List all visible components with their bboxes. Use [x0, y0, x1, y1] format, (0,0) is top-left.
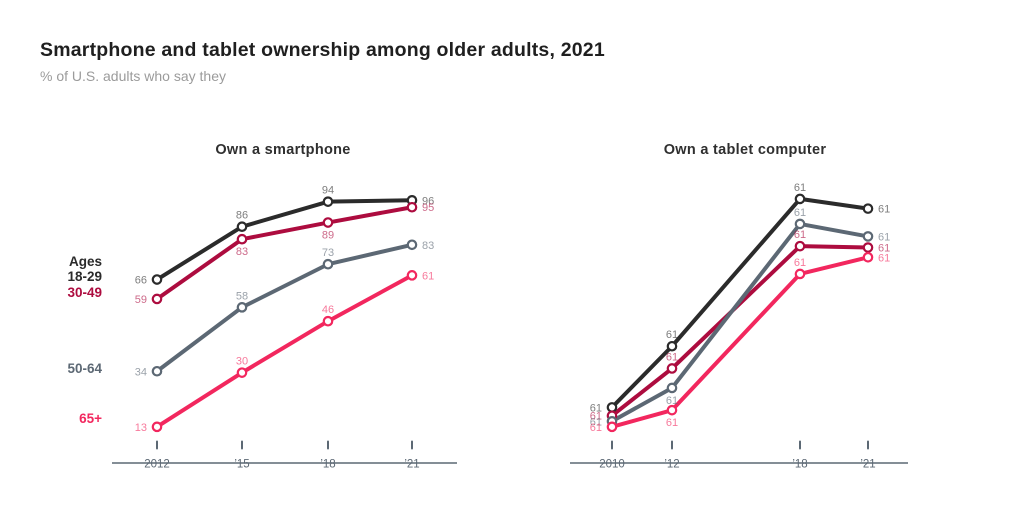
- data-point: [406, 201, 418, 213]
- chart-title-smartphone: Own a smartphone: [215, 142, 351, 158]
- data-point-label: 34: [135, 366, 147, 378]
- x-axis-label: 2010: [599, 459, 625, 471]
- data-point: [794, 268, 806, 280]
- data-point-label: 61: [666, 395, 678, 407]
- data-point: [236, 233, 248, 245]
- data-point-label: 61: [794, 229, 806, 241]
- age-legend: Ages 18-29 30-49 50-64 65+: [40, 0, 102, 512]
- data-point: [406, 239, 418, 251]
- data-point-label: 61: [666, 417, 678, 429]
- data-point-label: 61: [590, 411, 602, 423]
- data-point-label: 61: [666, 329, 678, 341]
- data-point-label: 61: [590, 402, 602, 414]
- data-point-label: 61: [794, 257, 806, 269]
- data-point: [862, 231, 874, 242]
- data-point-label: 59: [135, 294, 147, 306]
- page-title: Smartphone and tablet ownership among ol…: [40, 39, 605, 61]
- line-series: [610, 196, 870, 410]
- legend-label-50-64: 50-64: [67, 361, 102, 376]
- data-point: [322, 258, 334, 270]
- data-point: [151, 293, 163, 305]
- data-point-label: 61: [590, 422, 602, 434]
- legend-label-65-plus: 65+: [79, 411, 102, 426]
- x-axis-label: 2012: [144, 459, 170, 471]
- data-point: [862, 251, 874, 263]
- data-point-label: 61: [794, 182, 806, 194]
- data-point-label: 89: [322, 230, 334, 242]
- chart-header: Smartphone and tablet ownership among ol…: [40, 40, 605, 84]
- data-point: [666, 404, 678, 416]
- data-point-label: 61: [590, 416, 602, 428]
- x-axis-label: ’15: [234, 459, 249, 471]
- data-point-label: 61: [422, 270, 434, 282]
- data-point-label: 46: [322, 304, 334, 316]
- legend-label-18-29: 18-29: [67, 269, 102, 284]
- data-point: [236, 367, 248, 378]
- data-point-label: 58: [236, 290, 248, 302]
- data-point: [606, 421, 618, 433]
- line-series: [610, 244, 870, 418]
- legend-heading: Ages: [68, 254, 102, 269]
- data-point-label: 86: [236, 210, 248, 222]
- x-axis-label: ’18: [792, 459, 807, 471]
- data-point-label: 94: [322, 185, 334, 197]
- data-point-label: 83: [422, 240, 434, 252]
- data-point-label: 61: [878, 252, 890, 264]
- x-axis-label: ’21: [404, 459, 419, 471]
- chart-smartphone: 2012 ’15 ’18 ’21 66 86 94 96 59 83 89 95 34 58 73 83 13 3…: [112, 185, 457, 471]
- chart-title-tablet: Own a tablet computer: [663, 142, 827, 158]
- data-point-label: 95: [422, 202, 434, 214]
- line-series: [155, 198, 414, 282]
- data-point-label: 83: [236, 246, 248, 258]
- x-axis-label: ’18: [320, 459, 335, 471]
- page-subtitle: % of U.S. adults who say they: [40, 68, 226, 84]
- data-point-label: 61: [794, 207, 806, 219]
- data-point-label: 13: [135, 422, 147, 434]
- data-point-label: 30: [236, 356, 248, 368]
- data-point: [151, 421, 163, 433]
- data-point-label: 66: [135, 275, 147, 287]
- data-point: [794, 218, 806, 230]
- data-point-label: 61: [878, 204, 890, 216]
- data-point: [666, 363, 678, 374]
- data-point: [322, 196, 334, 207]
- data-point: [666, 382, 678, 394]
- line-series: [610, 221, 870, 424]
- data-point: [862, 203, 874, 214]
- data-point: [794, 240, 806, 252]
- line-series: [155, 242, 414, 374]
- legend-label-30-49: 30-49: [67, 285, 102, 300]
- line-series: [155, 273, 414, 429]
- data-point-label: 73: [322, 247, 334, 259]
- data-point: [794, 193, 806, 205]
- data-point: [322, 315, 334, 327]
- data-point-label: 61: [666, 351, 678, 363]
- data-point: [151, 365, 163, 377]
- data-point: [236, 302, 248, 313]
- data-point: [151, 274, 163, 285]
- data-point: [406, 270, 418, 281]
- data-point: [666, 340, 678, 352]
- data-point: [322, 217, 334, 228]
- data-point: [236, 221, 248, 232]
- legend-entry-18-29: Ages 18-29: [40, 254, 102, 284]
- data-point-label: 96: [422, 195, 434, 207]
- line-series: [155, 205, 414, 301]
- data-point-label: 61: [878, 231, 890, 243]
- data-point: [862, 242, 874, 253]
- line-series: [610, 255, 870, 429]
- x-axis-label: ’21: [860, 459, 875, 471]
- data-point-label: 61: [878, 243, 890, 255]
- data-point: [606, 402, 618, 413]
- x-axis-label: ’12: [664, 459, 679, 471]
